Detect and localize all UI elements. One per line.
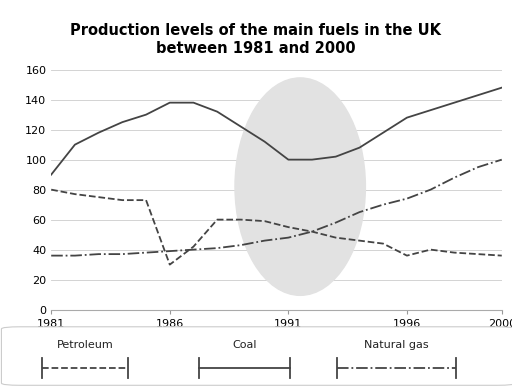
Ellipse shape [235, 78, 366, 295]
FancyBboxPatch shape [2, 327, 512, 385]
Text: Natural gas: Natural gas [365, 340, 429, 350]
Text: Coal: Coal [232, 340, 257, 350]
Text: Petroleum: Petroleum [56, 340, 113, 350]
Text: Production levels of the main fuels in the UK
between 1981 and 2000: Production levels of the main fuels in t… [71, 23, 441, 56]
